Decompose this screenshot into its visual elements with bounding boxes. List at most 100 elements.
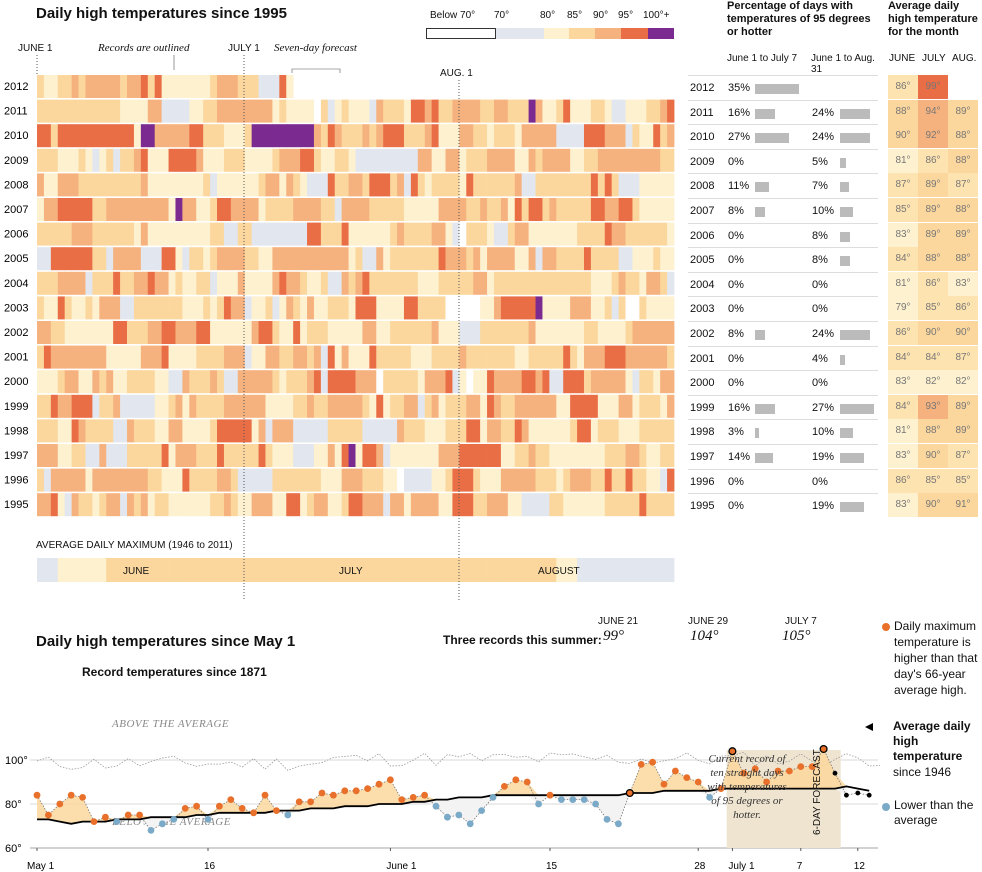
heatmap-cell bbox=[99, 173, 107, 197]
data-point bbox=[56, 800, 64, 808]
heatmap-cell bbox=[154, 198, 163, 221]
above-label: ABOVE THE AVERAGE bbox=[112, 718, 230, 730]
avg-strip-cell bbox=[237, 558, 246, 582]
percent-row: 2006 0% 8% bbox=[688, 222, 878, 248]
heatmap-cell bbox=[646, 271, 654, 295]
heatmap-cell bbox=[189, 345, 197, 369]
heatmap-cell bbox=[466, 370, 474, 394]
avg-strip-cell bbox=[445, 558, 453, 582]
monthly-avg-cell: 88° bbox=[888, 99, 918, 124]
heatmap-cell bbox=[625, 370, 633, 394]
heatmap-cell bbox=[362, 222, 370, 246]
heatmap-cell bbox=[397, 419, 405, 443]
heatmap-cell bbox=[417, 321, 426, 344]
heatmap-cell bbox=[251, 247, 259, 271]
records-annotation: Records are outlined bbox=[98, 42, 190, 54]
heatmap-cell bbox=[300, 124, 308, 148]
avg-strip-cell bbox=[244, 558, 253, 582]
heatmap-cell bbox=[175, 321, 183, 344]
heatmap-cell bbox=[403, 370, 412, 394]
heatmap-cell bbox=[397, 148, 405, 172]
heatmap-cell bbox=[563, 198, 571, 221]
heatmap-cell bbox=[355, 271, 363, 295]
heatmap-cell bbox=[535, 493, 543, 517]
heatmap-cell bbox=[549, 444, 557, 467]
heatmap-cell bbox=[92, 75, 100, 98]
data-point bbox=[455, 811, 463, 819]
heatmap-cell bbox=[120, 444, 128, 467]
heatmap-cell bbox=[154, 394, 163, 418]
year-label: 2010 bbox=[4, 130, 28, 142]
heatmap-cell bbox=[203, 493, 211, 517]
heatmap-cell bbox=[625, 198, 633, 221]
heatmap-cell bbox=[175, 198, 183, 221]
heatmap-cell bbox=[307, 444, 315, 467]
heatmap-cell bbox=[542, 493, 550, 517]
heatmap-cell bbox=[369, 271, 377, 295]
data-point bbox=[466, 820, 474, 828]
heatmap-cell bbox=[487, 370, 495, 394]
heatmap-cell bbox=[639, 493, 647, 517]
heatmap-cell bbox=[43, 345, 52, 369]
heatmap-cell bbox=[466, 493, 474, 517]
heatmap-cell bbox=[182, 173, 190, 197]
heatmap-cell bbox=[646, 99, 654, 123]
heatmap-cell bbox=[542, 247, 550, 271]
record-date: JUNE 29 bbox=[688, 616, 729, 627]
heatmap-cell bbox=[113, 173, 121, 197]
heatmap-cell bbox=[71, 321, 79, 344]
heatmap-cell bbox=[71, 148, 79, 172]
heatmap-cell bbox=[480, 345, 488, 369]
heatmap-cell bbox=[99, 75, 107, 98]
heatmap-cell bbox=[535, 271, 543, 295]
heatmap-cell bbox=[168, 345, 176, 369]
heatmap-cell bbox=[604, 493, 613, 517]
heatmap-cell bbox=[383, 247, 391, 271]
heatmap-cell bbox=[487, 444, 495, 467]
heatmap-cell bbox=[431, 296, 439, 320]
x-tick-label: May 1 bbox=[27, 861, 55, 872]
heatmap-cell bbox=[286, 419, 294, 443]
heatmap-cell bbox=[147, 345, 156, 369]
data-point bbox=[683, 774, 691, 781]
heatmap-cell bbox=[182, 198, 190, 221]
heatmap-cell bbox=[196, 444, 204, 467]
heatmap-cell bbox=[210, 271, 218, 295]
percent-bar-b bbox=[840, 428, 853, 439]
heatmap-cell bbox=[376, 468, 384, 492]
heatmap-cell bbox=[500, 99, 509, 123]
heatmap-cell bbox=[265, 271, 273, 295]
heatmap-cell bbox=[50, 247, 59, 271]
heatmap-cell bbox=[133, 148, 142, 172]
heatmap-cell bbox=[230, 394, 239, 418]
heatmap-cell bbox=[660, 222, 668, 246]
heatmap-cell bbox=[106, 198, 114, 221]
heatmap-cell bbox=[223, 99, 232, 123]
heatmap-cell bbox=[147, 124, 156, 148]
avg-strip-cell bbox=[175, 558, 183, 582]
swatch-90 bbox=[595, 28, 621, 39]
heatmap-cell bbox=[286, 370, 294, 394]
heatmap-cell bbox=[348, 419, 356, 443]
heatmap-cell bbox=[313, 370, 322, 394]
data-point bbox=[261, 791, 269, 799]
year-label: 2008 bbox=[4, 179, 28, 191]
heatmap-cell bbox=[514, 124, 523, 148]
heatmap-cell bbox=[445, 345, 453, 369]
heatmap-cell bbox=[71, 247, 79, 271]
heatmap-cell bbox=[653, 370, 661, 394]
heatmap-cell bbox=[196, 124, 204, 148]
heatmap-cell bbox=[147, 247, 156, 271]
heatmap-cell bbox=[376, 247, 384, 271]
heatmap-cell bbox=[334, 271, 343, 295]
year-label: 2012 bbox=[4, 81, 28, 93]
heatmap-cell bbox=[452, 271, 460, 295]
heatmap-cell bbox=[500, 394, 509, 418]
heatmap-cell bbox=[272, 75, 280, 98]
heatmap-cell bbox=[521, 148, 529, 172]
legend-label: 95° bbox=[618, 10, 634, 21]
heatmap-cell bbox=[514, 271, 523, 295]
heatmap-cell bbox=[265, 468, 273, 492]
heatmap-cell bbox=[549, 345, 557, 369]
heatmap-cell bbox=[320, 148, 329, 172]
